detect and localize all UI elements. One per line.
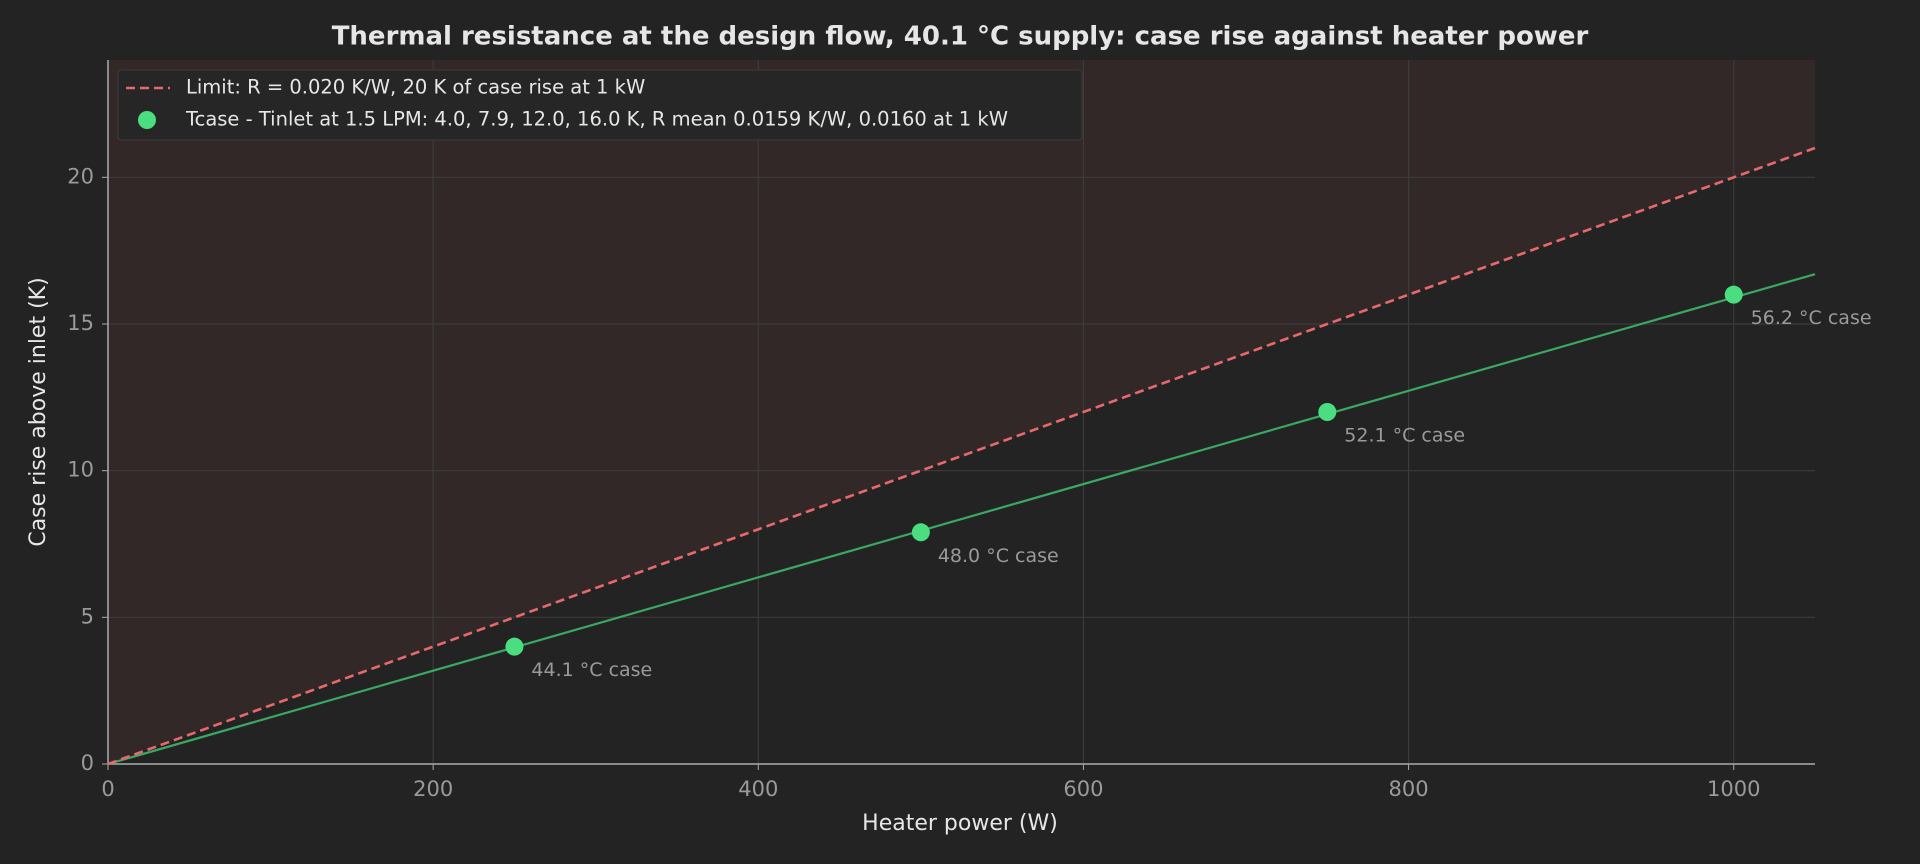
x-tick-label: 800 <box>1389 777 1429 801</box>
y-axis-label: Case rise above inlet (K) <box>26 277 51 546</box>
legend-swatch <box>138 111 156 129</box>
chart-title: Thermal resistance at the design flow, 4… <box>332 22 1589 52</box>
y-tick-label: 5 <box>81 604 94 628</box>
x-axis-label: Heater power (W) <box>862 811 1058 836</box>
legend-box <box>117 69 1083 141</box>
x-tick-label: 600 <box>1063 777 1103 801</box>
point-label: 52.1 °C case <box>1344 425 1465 447</box>
limit-line <box>107 146 1816 766</box>
data-point <box>505 637 524 656</box>
legend-label: Tcase - Tinlet at 1.5 LPM: 4.0, 7.9, 12.… <box>185 108 1008 131</box>
data-point <box>911 523 930 542</box>
limit-region <box>108 60 1815 764</box>
y-tick-label: 15 <box>67 311 94 335</box>
x-tick-label: 0 <box>101 777 114 801</box>
x-tick-label: 400 <box>738 777 778 801</box>
y-tick-label: 20 <box>67 164 94 188</box>
point-label: 44.1 °C case <box>531 659 652 681</box>
data-point <box>1318 403 1337 421</box>
x-tick-label: 200 <box>413 777 453 801</box>
x-tick-label: 1000 <box>1707 777 1760 801</box>
y-tick-label: 10 <box>67 458 94 482</box>
point-label: 56.2 °C case <box>1751 307 1872 329</box>
y-tick-label: 0 <box>81 751 94 775</box>
fit-line <box>107 273 1816 766</box>
point-label: 48.0 °C case <box>938 545 1059 567</box>
legend-label: Limit: R = 0.020 K/W, 20 K of case rise … <box>186 76 645 99</box>
data-point <box>1724 285 1743 304</box>
